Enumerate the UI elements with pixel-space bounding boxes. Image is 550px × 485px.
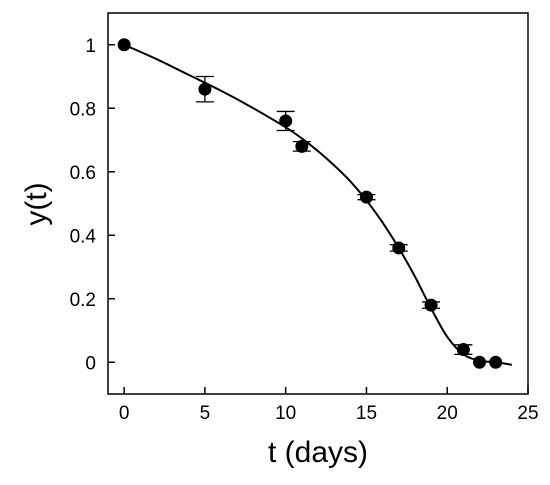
data-point: [295, 139, 309, 153]
y-tick-label: 0.2: [70, 290, 96, 311]
y-tick-label: 1: [85, 36, 96, 57]
x-tick-label: 25: [517, 403, 538, 424]
error-bars: [195, 75, 473, 355]
x-tick-label: 20: [437, 403, 458, 424]
y-tick-label: 0.6: [70, 163, 96, 184]
x-tick-label: 10: [275, 403, 296, 424]
fit-curve: [123, 43, 513, 366]
data-point: [279, 114, 293, 128]
data-point: [198, 82, 212, 96]
plot-frame: [107, 12, 529, 395]
data-point: [392, 241, 406, 255]
y-tick-label: 0.8: [70, 99, 96, 120]
data-point: [456, 343, 470, 357]
data-point: [117, 38, 131, 52]
y-axis-title: y(t): [20, 182, 53, 225]
x-axis-title: t (days): [268, 436, 368, 469]
data-points: [117, 38, 503, 369]
data-point: [359, 190, 373, 204]
x-axis-ticks: 0 5 10 15 20 25: [119, 387, 539, 424]
y-axis-ticks: 0 0.2 0.4 0.6 0.8 1: [70, 36, 115, 374]
data-point: [473, 355, 487, 369]
data-point: [489, 355, 503, 369]
x-tick-label: 0: [119, 403, 130, 424]
y-tick-label: 0: [85, 353, 96, 374]
x-tick-label: 15: [356, 403, 377, 424]
data-point: [424, 298, 438, 312]
y-tick-label: 0.4: [70, 226, 97, 247]
x-tick-label: 5: [200, 403, 211, 424]
